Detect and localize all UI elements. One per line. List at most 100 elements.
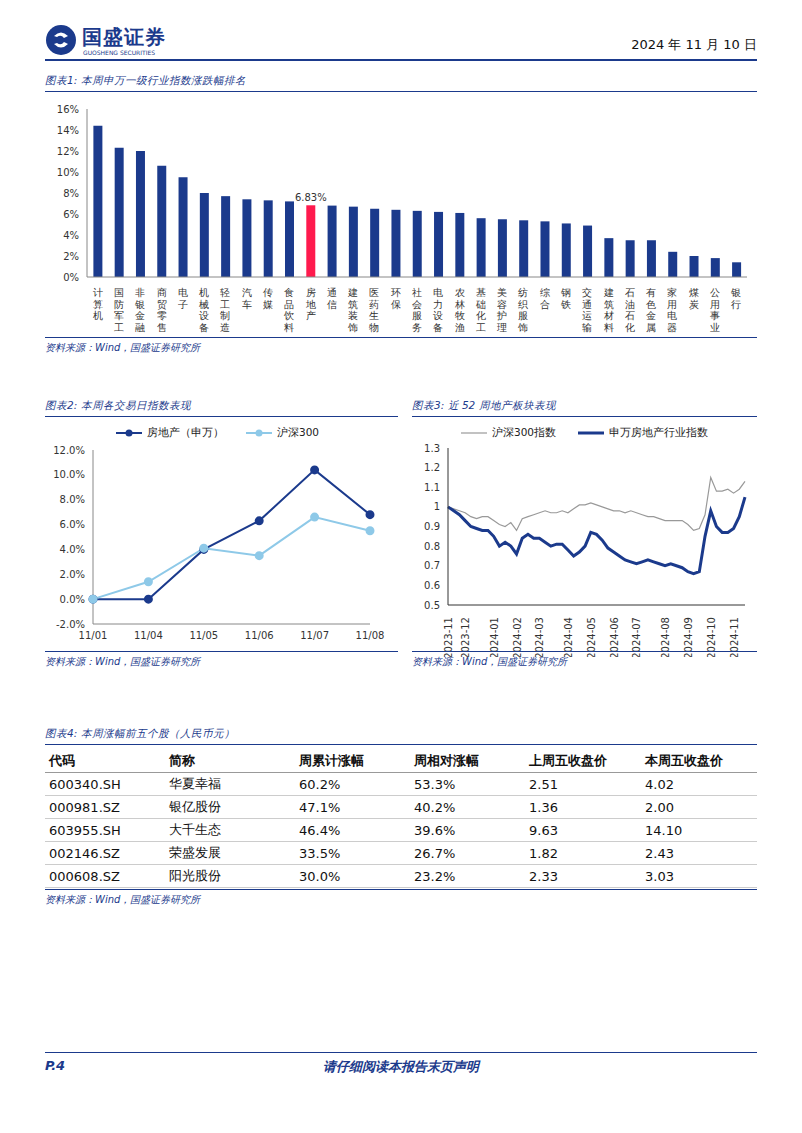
svg-text:4%: 4% (63, 230, 79, 241)
svg-text:0.0%: 0.0% (60, 594, 85, 605)
html-text:上周五收盘价: 上周五收盘价 (529, 753, 607, 768)
svg-text:银行: 银行 (730, 287, 741, 310)
html-text:本周五收盘价: 本周五收盘价 (645, 753, 723, 768)
svg-text:11/08: 11/08 (356, 630, 385, 641)
html-text:华夏幸福: 华夏幸福 (169, 776, 221, 791)
svg-text:14%: 14% (57, 125, 79, 136)
svg-text:1.1: 1.1 (424, 482, 440, 493)
html-text:23.2%: 23.2% (414, 868, 456, 884)
html-text:国盛证券: 国盛证券 (82, 25, 166, 49)
svg-text:0.7: 0.7 (424, 560, 440, 571)
svg-text:2%: 2% (63, 251, 79, 262)
svg-text:12.0%: 12.0% (53, 445, 85, 456)
svg-text:4.0%: 4.0% (60, 544, 85, 555)
svg-text:公用事业: 公用事业 (710, 287, 720, 333)
svg-text:12%: 12% (57, 146, 79, 157)
svg-text:通信: 通信 (327, 287, 337, 310)
svg-text:11/04: 11/04 (134, 630, 163, 641)
html-text:603955.SH: 603955.SH (49, 822, 121, 838)
svg-text:建筑材料: 建筑材料 (603, 287, 614, 333)
svg-text:6%: 6% (63, 209, 79, 220)
svg-text:16%: 16% (57, 104, 79, 115)
html-text:2.00: 2.00 (645, 799, 674, 815)
svg-text:交通运输: 交通运输 (582, 287, 592, 333)
html-text:000981.SZ: 000981.SZ (49, 799, 120, 815)
svg-text:2.0%: 2.0% (60, 569, 85, 580)
svg-text:基础化工: 基础化工 (475, 287, 486, 333)
html-text:002146.SZ: 002146.SZ (49, 845, 120, 861)
svg-text:有色金属: 有色金属 (646, 287, 656, 333)
svg-text:0%: 0% (63, 272, 79, 283)
svg-text:非银金融: 非银金融 (134, 287, 145, 333)
html-text:简称: 简称 (169, 753, 195, 768)
html-text:600340.SH: 600340.SH (49, 776, 121, 792)
svg-text:6.0%: 6.0% (60, 519, 85, 530)
html-text:60.2%: 60.2% (299, 776, 341, 792)
html-text:2.43: 2.43 (645, 845, 674, 861)
svg-text:1: 1 (434, 501, 440, 512)
svg-text:医药生物: 医药生物 (369, 287, 379, 333)
html-text:周相对涨幅: 周相对涨幅 (414, 753, 479, 768)
html-text:14.10: 14.10 (645, 822, 683, 838)
svg-text:0.6: 0.6 (424, 580, 440, 591)
svg-text:计算机: 计算机 (93, 287, 103, 321)
svg-text:农林牧渔: 农林牧渔 (454, 287, 465, 333)
html-text:2024 年 11 月 10 日: 2024 年 11 月 10 日 (631, 37, 757, 52)
svg-text:食品饮料: 食品饮料 (283, 287, 294, 333)
html-text:39.6%: 39.6% (414, 822, 456, 838)
html-text:3.03: 3.03 (645, 868, 674, 884)
html-text:46.4%: 46.4% (299, 822, 341, 838)
svg-text:电子: 电子 (178, 287, 188, 310)
svg-text:汽车: 汽车 (242, 287, 252, 310)
svg-text:1.2: 1.2 (424, 462, 440, 473)
svg-text:建筑装饰: 建筑装饰 (347, 287, 358, 333)
svg-text:传媒: 传媒 (263, 287, 273, 310)
html-text:4.02: 4.02 (645, 776, 674, 792)
svg-text:电力设备: 电力设备 (433, 287, 443, 333)
html-text:银亿股份: 银亿股份 (169, 799, 221, 814)
html-text:2.51: 2.51 (529, 776, 558, 792)
html-text:1.82: 1.82 (529, 845, 558, 861)
svg-text:1.3: 1.3 (424, 443, 440, 454)
html-text:9.63: 9.63 (529, 822, 558, 838)
svg-text:商贸零售: 商贸零售 (157, 287, 167, 333)
svg-text:环保: 环保 (391, 287, 401, 310)
svg-text:0.8: 0.8 (424, 541, 440, 552)
svg-text:家用电器: 家用电器 (667, 287, 677, 333)
svg-text:8.0%: 8.0% (60, 494, 85, 505)
html-text:000608.SZ: 000608.SZ (49, 868, 120, 884)
svg-text:6.83%: 6.83% (295, 192, 327, 203)
svg-text:10%: 10% (57, 167, 79, 178)
html-text:30.0%: 30.0% (299, 868, 341, 884)
svg-text:煤炭: 煤炭 (689, 287, 699, 310)
svg-text:0.5: 0.5 (424, 600, 440, 611)
svg-text:机械设备: 机械设备 (199, 287, 209, 333)
svg-text:8%: 8% (63, 188, 79, 199)
html-text:53.3%: 53.3% (414, 776, 456, 792)
html-text:26.7%: 26.7% (414, 845, 456, 861)
svg-text:0.9: 0.9 (424, 521, 440, 532)
html-text:周累计涨幅: 周累计涨幅 (299, 753, 364, 768)
svg-text:-2.0%: -2.0% (56, 619, 85, 630)
svg-text:11/07: 11/07 (300, 630, 329, 641)
svg-text:11/05: 11/05 (189, 630, 218, 641)
html-text:大千生态: 大千生态 (169, 822, 221, 837)
html-text:40.2%: 40.2% (414, 799, 456, 815)
html-text:33.5%: 33.5% (299, 845, 341, 861)
html-text:代码: 代码 (49, 753, 75, 768)
svg-text:11/06: 11/06 (245, 630, 274, 641)
svg-text:10.0%: 10.0% (53, 469, 85, 480)
svg-text:纺织服饰: 纺织服饰 (517, 287, 528, 333)
svg-text:石油石化: 石油石化 (625, 287, 635, 333)
svg-text:房地产: 房地产 (305, 287, 316, 321)
svg-text:轻工制造: 轻工制造 (220, 287, 230, 333)
html-text:2.33: 2.33 (529, 868, 558, 884)
svg-text:国防军工: 国防军工 (114, 287, 124, 333)
svg-text:社会服务: 社会服务 (412, 287, 422, 333)
svg-text:综合: 综合 (540, 287, 550, 310)
svg-text:美容护理: 美容护理 (496, 287, 507, 333)
svg-text:钢铁: 钢铁 (560, 287, 571, 310)
svg-text:11/01: 11/01 (79, 630, 108, 641)
html-text:47.1%: 47.1% (299, 799, 341, 815)
html-text:1.36: 1.36 (529, 799, 558, 815)
